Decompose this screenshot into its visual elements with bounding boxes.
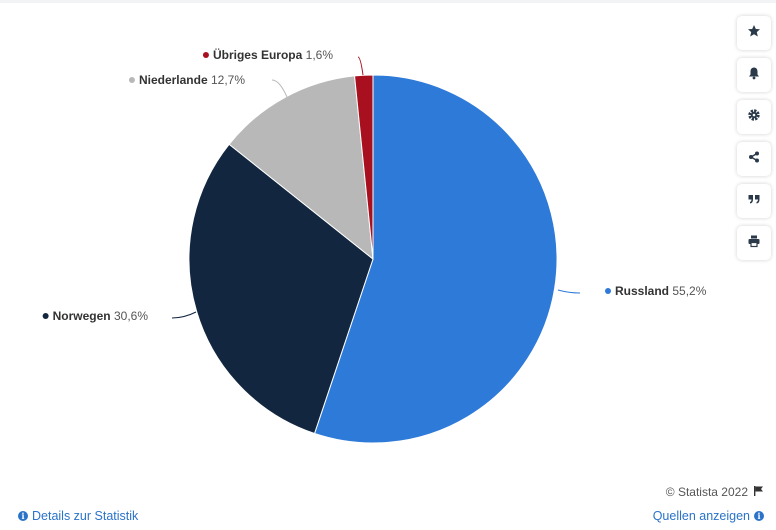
flag-icon xyxy=(753,485,764,499)
sources-link-text: Quellen anzeigen xyxy=(652,509,750,523)
connector-line xyxy=(357,56,364,76)
sources-link[interactable]: Quellen anzeigen i xyxy=(653,509,764,523)
info-icon: i xyxy=(18,511,28,521)
slice-label: Übriges Europa 1,6% xyxy=(213,47,333,62)
favorite-button[interactable] xyxy=(737,16,771,50)
pie-slice-norwegen[interactable] xyxy=(188,143,374,435)
print-button[interactable] xyxy=(737,226,771,260)
details-link[interactable]: i Details zur Statistik xyxy=(18,509,138,523)
legend-bullet xyxy=(202,52,209,58)
connector-line xyxy=(271,79,288,98)
connector-line xyxy=(171,311,197,319)
connector-line xyxy=(557,289,581,294)
settings-button[interactable] xyxy=(737,100,771,134)
pie-slice--briges-europa[interactable] xyxy=(354,74,374,260)
notification-button[interactable] xyxy=(737,58,771,92)
pie-slice-niederlande[interactable] xyxy=(228,75,374,261)
print-icon xyxy=(747,234,761,253)
share-icon xyxy=(747,150,761,169)
gear-icon xyxy=(747,108,761,127)
slice-label: Russland 55,2% xyxy=(615,284,707,298)
slice-label: Niederlande 12,7% xyxy=(139,73,245,87)
details-link-text: Details zur Statistik xyxy=(32,509,139,523)
legend-bullet xyxy=(605,288,611,294)
slice-label: Norwegen 30,6% xyxy=(53,309,149,323)
share-button[interactable] xyxy=(737,142,771,176)
chart-toolbar xyxy=(737,16,771,268)
quote-icon xyxy=(747,192,761,211)
legend-bullet xyxy=(128,77,135,83)
copyright-credit: © Statista 2022 xyxy=(666,485,764,499)
credit-text: © Statista 2022 xyxy=(665,485,748,499)
pie-slice-russland[interactable] xyxy=(313,74,558,444)
star-icon xyxy=(747,24,761,43)
legend-bullet xyxy=(42,313,49,319)
info-icon: i xyxy=(754,511,764,521)
bell-icon xyxy=(747,66,761,85)
top-divider xyxy=(0,0,776,3)
cite-button[interactable] xyxy=(737,184,771,218)
